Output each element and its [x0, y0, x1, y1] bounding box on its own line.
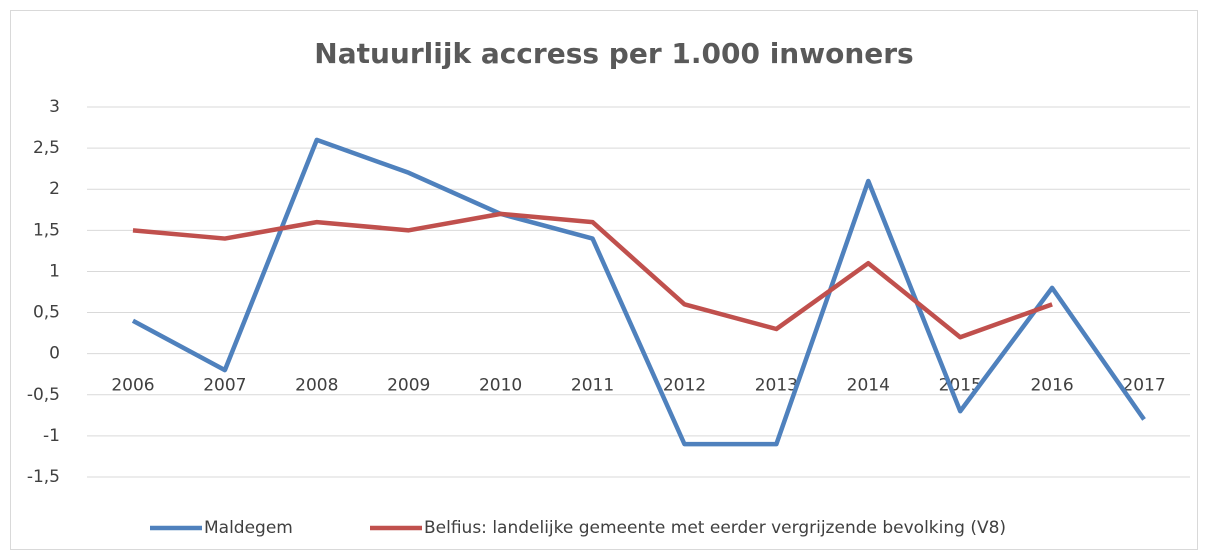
y-tick-label: 1	[49, 261, 60, 281]
y-tick-label: 2	[49, 179, 60, 199]
x-tick-label: 2009	[387, 376, 430, 396]
x-tick-label: 2008	[295, 376, 338, 396]
legend-label: Belfius: landelijke gemeente met eerder …	[424, 518, 1006, 538]
y-tick-label: 0	[49, 344, 60, 364]
series-line	[131, 137, 1146, 447]
y-tick-label: -0,5	[27, 385, 60, 405]
y-tick-label: 3	[49, 97, 60, 117]
y-tick-label: 2,5	[33, 138, 60, 158]
y-tick-label: 1,5	[33, 220, 60, 240]
x-tick-label: 2011	[571, 376, 614, 396]
chart-frame	[10, 10, 1198, 550]
x-tick-label: 2014	[847, 376, 890, 396]
x-tick-label: 2007	[203, 376, 246, 396]
x-tick-label: 2016	[1030, 376, 1073, 396]
y-tick-label: 0,5	[33, 303, 60, 323]
series-line	[132, 211, 1053, 340]
x-tick-label: 2012	[663, 376, 706, 396]
legend-label: Maldegem	[204, 518, 293, 538]
x-tick-label: 2017	[1122, 376, 1165, 396]
x-tick-label: 2010	[479, 376, 522, 396]
chart-title: Natuurlijk accress per 1.000 inwoners	[314, 37, 913, 70]
y-tick-label: -1,5	[27, 467, 60, 487]
x-tick-label: 2006	[111, 376, 154, 396]
x-tick-label: 2013	[755, 376, 798, 396]
y-tick-label: -1	[43, 426, 60, 446]
